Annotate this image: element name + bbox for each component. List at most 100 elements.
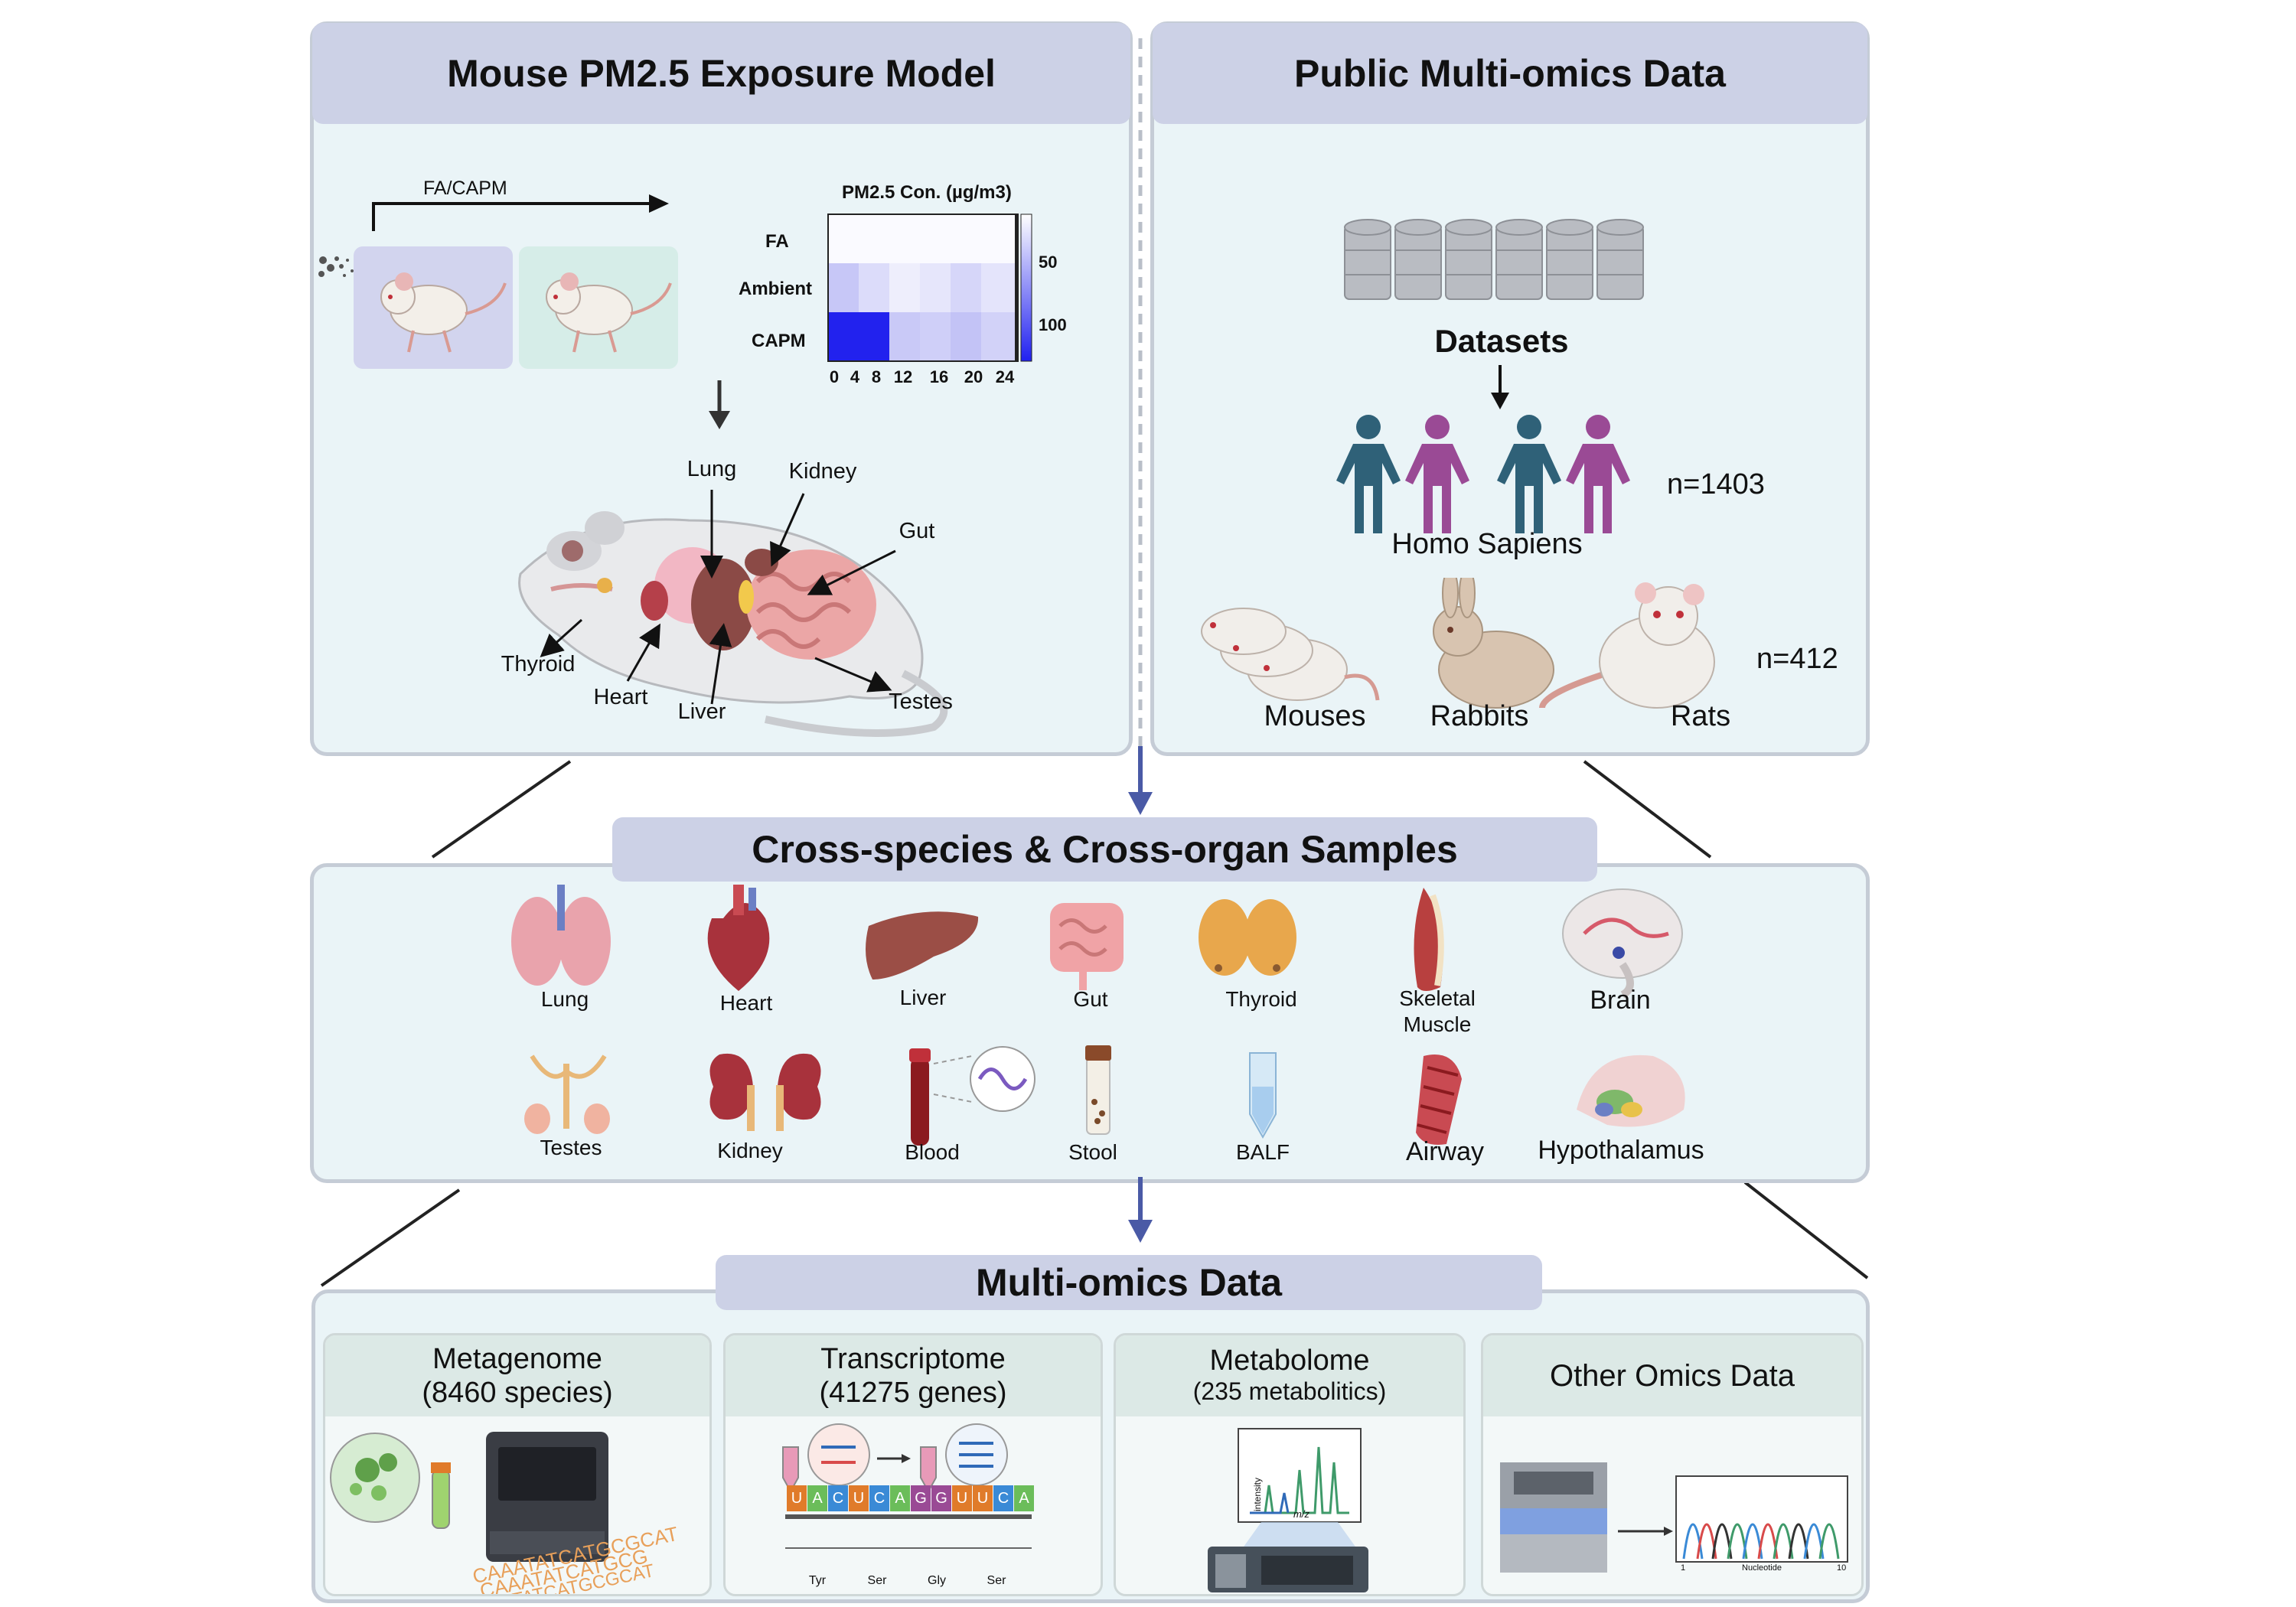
organ-label-kidney: Kidney: [788, 459, 857, 484]
organ-icons: [511, 885, 1685, 1146]
organ-label-lung: Lung: [687, 457, 737, 481]
codon-base: C: [993, 1485, 1013, 1511]
sample-label: Thyroid: [1225, 987, 1297, 1011]
sample-label: Heart: [719, 991, 773, 1015]
person-icon: [1336, 415, 1401, 533]
hypothalamus-icon: [1577, 1054, 1685, 1127]
codon-base: A: [890, 1485, 910, 1511]
animal-count: n=412: [1756, 643, 1838, 675]
organ-label-thyroid: Thyroid: [501, 652, 576, 676]
metagenome-header: Metagenome (8460 species): [325, 1335, 709, 1416]
codon-name: Ser: [867, 1574, 887, 1587]
heatmap: [827, 214, 1032, 362]
flow-arrow: [1128, 746, 1153, 815]
seq-axis-label: Nucleotide: [1742, 1563, 1782, 1573]
organ-label-testes: Testes: [889, 689, 953, 714]
mouse-anatomy: [518, 511, 948, 737]
human-icons: [1336, 415, 1630, 533]
thyroid-icon: [1199, 899, 1296, 976]
metabolome-illustration: [1208, 1428, 1368, 1592]
transcriptome-illustration: [782, 1423, 1032, 1549]
codon-base: U: [787, 1485, 807, 1511]
codon-base: U: [849, 1485, 869, 1511]
colorbar-tick: 50: [1039, 253, 1058, 272]
colorbar-tick: 100: [1039, 315, 1067, 334]
sample-label: Gut: [1073, 987, 1108, 1011]
codon-base: G: [911, 1485, 931, 1511]
database-icons: [1344, 219, 1644, 300]
codon-name: Ser: [987, 1574, 1006, 1587]
codon-base: C: [869, 1485, 889, 1511]
sample-label: Kidney: [717, 1139, 783, 1162]
gut-icon: [1050, 903, 1124, 990]
omics-count: (8460 species): [422, 1377, 613, 1409]
mouse-icon: [380, 272, 507, 353]
down-arrow: [709, 380, 730, 429]
ms-x-axis-label: m/z: [1293, 1508, 1309, 1520]
chromatogram-icon: [1675, 1475, 1848, 1563]
ms-y-axis-label: intensity: [1252, 1477, 1263, 1511]
mice-icon: [1201, 608, 1380, 701]
organ-label-liver: Liver: [677, 699, 726, 724]
mouse-icon: [546, 272, 672, 353]
person-icon: [1497, 415, 1561, 533]
other-omics-box: Other Omics Data 1 Nucleotide 10: [1481, 1333, 1864, 1596]
sample-label: Blood: [905, 1140, 960, 1164]
testes-icon: [524, 1054, 610, 1134]
animal-icons: [1201, 578, 1715, 709]
database-icon: [1596, 219, 1644, 300]
metagenome-box: Metagenome (8460 species) CAAATATCATGCGC…: [323, 1333, 712, 1596]
skeletal-muscle-icon: [1414, 888, 1444, 991]
rabbit-icon: [1433, 578, 1554, 709]
codon-base: U: [952, 1485, 972, 1511]
transcriptome-header: Transcriptome (41275 genes): [726, 1335, 1101, 1416]
omics-title: Multi-omics Data: [716, 1255, 1542, 1310]
sample-label: Hypothalamus: [1538, 1136, 1704, 1165]
blood-tube-icon: [909, 1046, 1035, 1146]
human-count: n=1403: [1667, 468, 1765, 500]
flow-arrow: [1128, 1177, 1153, 1243]
brain-icon: [1562, 888, 1683, 999]
liver-icon: [866, 911, 979, 980]
codon-name: Tyr: [808, 1574, 827, 1587]
down-arrow: [1491, 365, 1509, 409]
metabolome-box: Metabolome (235 metabolitics) intensity …: [1114, 1333, 1466, 1596]
samples-title: Cross-species & Cross-organ Samples: [612, 817, 1597, 882]
sample-label: Skeletal Muscle: [1399, 986, 1476, 1036]
heatmap-x-tick: 0: [829, 367, 840, 386]
heatmap-x-tick: 24: [995, 367, 1015, 386]
balf-tube-icon: [1249, 1052, 1277, 1139]
heatmap-row-label: CAPM: [752, 331, 806, 351]
mouse-model-title: Mouse PM2.5 Exposure Model: [312, 23, 1130, 124]
animal-label: Mouses: [1264, 700, 1366, 732]
heatmap-row-label: Ambient: [739, 279, 812, 299]
codon-strip: U A C U C A G G U U C A: [787, 1485, 1039, 1511]
heatmap-title: PM2.5 Con. (µg/m3): [842, 182, 1012, 203]
exposure-label: FA/CAPM: [423, 178, 507, 199]
seq-axis-end: 10: [1837, 1563, 1847, 1573]
person-icon: [1405, 415, 1469, 533]
organ-label-gut: Gut: [899, 519, 935, 543]
animal-label: Rats: [1670, 700, 1731, 732]
sample-label: Lung: [540, 987, 589, 1011]
codon-base: U: [973, 1485, 993, 1511]
seq-axis-start: 1: [1681, 1563, 1686, 1573]
kidney-icon: [709, 1053, 821, 1131]
other-omics-header: Other Omics Data: [1483, 1335, 1861, 1416]
sample-label: Brain: [1590, 986, 1651, 1015]
datasets-label: Datasets: [1434, 323, 1569, 359]
codon-base: A: [1014, 1485, 1034, 1511]
exposure-arrow: [372, 194, 669, 231]
transcriptome-box: Transcriptome (41275 genes) U A C U C A …: [723, 1333, 1103, 1596]
rat-icon: [1539, 582, 1715, 709]
sample-label: Liver: [899, 986, 947, 1009]
codon-base: C: [828, 1485, 848, 1511]
database-icon: [1394, 219, 1442, 300]
sample-label: BALF: [1235, 1140, 1290, 1164]
omics-name: Other Omics Data: [1549, 1358, 1795, 1393]
heatmap-x-tick: 12: [893, 367, 913, 386]
sample-tube-icon: [432, 1469, 450, 1529]
database-icon: [1495, 219, 1543, 300]
